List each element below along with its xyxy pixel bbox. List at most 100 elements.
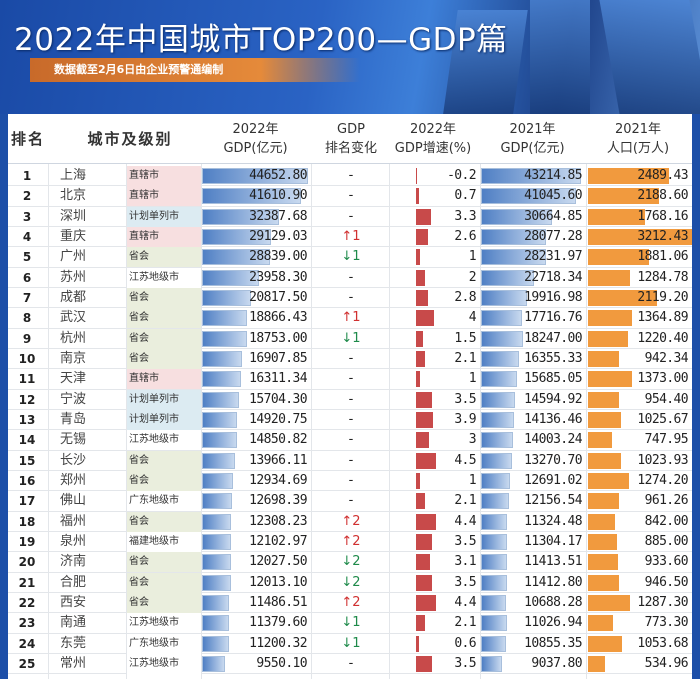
gdp-table: 排名 城市及级别 2022年 GDP(亿元) GDP 排名变化 2022年 GD… [8,114,692,679]
gdp2022-bar [202,574,231,591]
rank-cell: 12 [18,392,36,407]
gdp2021-value: 13270.70 [524,452,582,468]
population-bar [588,310,633,327]
population-value: 885.00 [644,533,689,549]
gdp2021-bar [481,432,514,449]
growth-bar [416,493,426,510]
gdp2022-bar [202,168,308,184]
population-value: 1364.89 [637,310,688,326]
table-row: 9 杭州 省会 18753.00 ↓1 1.5 18247.00 1220.40 [8,328,692,349]
city-level: 江苏地级市 [126,430,201,451]
gdp2022-value: 12934.69 [249,472,307,488]
gdp2022-bar [202,391,240,408]
table-row: 6 苏州 江苏地级市 23958.30 - 2 22718.34 1284.78 [8,267,692,288]
rank-cell: 10 [18,351,36,366]
gdp2022-bar [202,188,301,205]
population-value: 534.96 [644,655,689,671]
gdp2022-bar [202,635,229,652]
population-value: 933.60 [644,554,689,570]
gdp2022-bar [202,350,243,367]
population-value: 747.95 [644,432,689,448]
gdp2021-value: 14594.92 [524,391,582,407]
table-row: 11 天津 直辖市 16311.34 - 1 15685.05 1373.00 [8,369,692,390]
city-level: 省会 [126,247,201,268]
column-divider [48,164,49,679]
gdp2022-value: 20817.50 [249,289,307,305]
gdp2022-bar [202,228,272,245]
city-level: 江苏地级市 [126,267,201,288]
page-subtitle: 数据截至2月6日由企业预警通编制 [30,58,360,82]
gdp2022-value: 16311.34 [249,371,307,387]
table-header: 排名 城市及级别 2022年 GDP(亿元) GDP 排名变化 2022年 GD… [8,114,692,164]
gdp2021-bar [481,655,502,672]
gdp2021-value: 18247.00 [524,330,582,346]
gdp2021-bar [481,188,576,205]
gdp2021-bar [481,208,552,225]
gdp2022-bar [202,432,238,449]
gdp2021-bar [481,310,522,327]
gdp2021-value: 11026.94 [524,615,582,631]
gdp2021-value: 28077.28 [524,228,582,244]
population-bar [588,330,628,347]
table-row: 18 福州 省会 12308.23 ↑2 4.4 11324.48 842.00 [8,511,692,532]
city-name: 广州 [60,249,87,265]
city-name: 长沙 [60,452,87,468]
gdp2021-bar [481,228,546,245]
city-name: 无锡 [60,432,87,448]
rank-change: ↓1 [341,249,361,265]
gdp2021-value: 41045.60 [524,188,582,204]
table-row: 17 佛山 广东地级市 12698.39 - 2.1 12156.54 961.26 [8,491,692,512]
rank-cell: 13 [18,412,36,427]
rank-change: - [348,188,354,204]
population-bar [588,554,619,571]
city-level: 广东地级市 [126,491,201,512]
population-value: 954.40 [644,391,689,407]
rank-change: - [348,432,354,448]
gdp2021-bar [481,615,507,632]
rank-cell: 5 [22,250,32,265]
growth-value: 3 [468,432,477,448]
table-row: 2 北京 直辖市 41610.90 - 0.7 41045.60 2188.60 [8,186,692,207]
rank-change: - [348,452,354,468]
growth-bar [416,655,432,672]
rank-change: ↓2 [341,554,361,570]
gdp2021-value: 14003.24 [524,432,582,448]
gdp2022-bar [202,371,241,388]
rank-change: - [348,269,354,285]
gdp2022-bar [202,208,279,225]
rank-change: - [348,208,354,224]
rank-change: ↑1 [341,228,361,244]
city-level: 江苏地级市 [126,613,201,634]
header-banner: 2022年中国城市TOP200—GDP篇 数据截至2月6日由企业预警通编制 [0,0,700,114]
population-value: 1373.00 [637,371,688,387]
rank-change: - [348,493,354,509]
growth-value: 0.6 [454,635,476,651]
gdp2022-value: 18866.43 [249,310,307,326]
growth-bar [416,452,436,469]
city-name: 福州 [60,513,87,529]
city-name: 上海 [60,168,87,183]
population-value: 1881.06 [637,249,688,265]
city-level: 福建地级市 [126,531,201,552]
rank-change: ↑2 [341,533,361,549]
gdp2022-value: 12013.10 [249,574,307,590]
rank-change: ↑2 [341,513,361,529]
rank-change: ↑2 [341,594,361,610]
population-bar [588,574,619,591]
gdp2021-value: 28231.97 [524,249,582,265]
table-row: 16 郑州 省会 12934.69 - 1 12691.02 1274.20 [8,470,692,492]
growth-bar [416,228,428,245]
population-bar [588,615,614,632]
city-name: 深圳 [60,208,87,224]
gdp2021-bar [481,554,508,571]
growth-bar [416,533,432,550]
gdp2022-value: 12102.97 [249,533,307,549]
growth-value: 3.5 [454,533,476,549]
gdp2021-value: 12691.02 [524,472,582,488]
city-name: 重庆 [60,228,87,244]
city-level: 广东地级市 [126,633,201,654]
growth-value: 2.1 [454,350,476,366]
gdp2021-value: 22718.34 [524,269,582,285]
city-level: 省会 [126,450,201,471]
population-value: 2119.20 [637,289,688,305]
